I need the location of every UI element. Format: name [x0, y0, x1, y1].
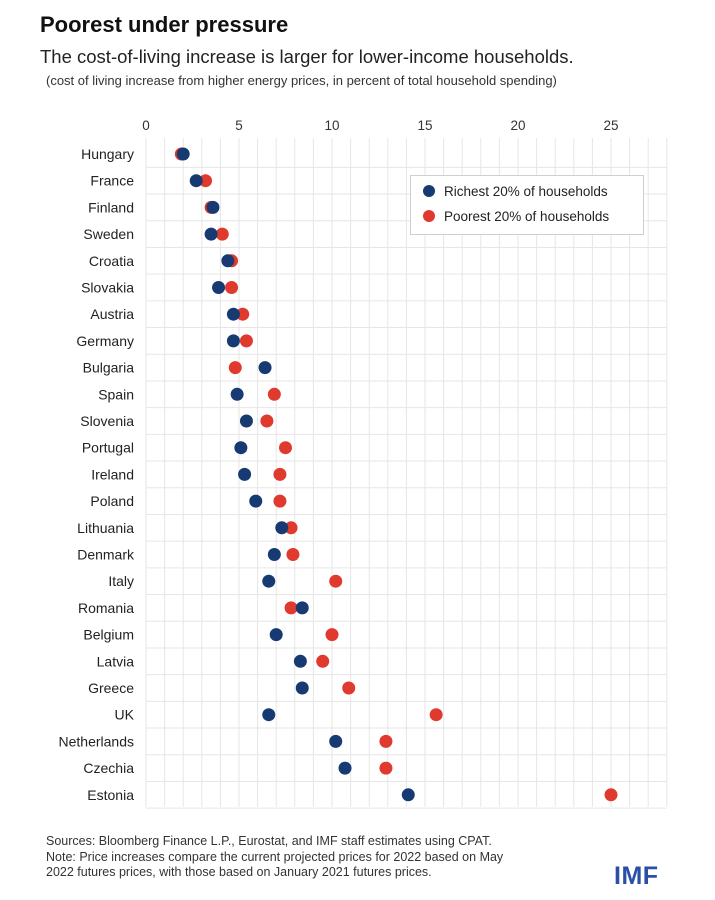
richest-point-sweden — [204, 227, 218, 241]
richest-point-estonia — [401, 788, 415, 802]
category-label-spain: Spain — [98, 386, 134, 402]
legend-rich-label: Richest 20% of households — [444, 184, 608, 199]
imf-logo: IMF — [614, 862, 659, 890]
richest-point-netherlands — [329, 734, 343, 748]
richest-point-uk — [262, 708, 276, 722]
richest-point-bulgaria — [258, 361, 272, 375]
richest-point-greece — [295, 681, 309, 695]
category-label-sweden: Sweden — [83, 226, 134, 242]
richest-point-croatia — [221, 254, 235, 268]
poorest-point-germany — [239, 334, 253, 348]
x-tick-label: 20 — [510, 118, 525, 133]
sources-text: Sources: Bloomberg Finance L.P., Eurosta… — [46, 834, 492, 848]
richest-point-czechia — [338, 761, 352, 775]
legend: Richest 20% of households Poorest 20% of… — [410, 175, 644, 235]
x-tick-label: 15 — [417, 118, 432, 133]
category-label-bulgaria: Bulgaria — [83, 360, 135, 376]
category-label-france: France — [90, 173, 134, 189]
legend-poor-marker — [423, 210, 435, 222]
poorest-point-portugal — [279, 441, 292, 455]
richest-point-denmark — [267, 548, 281, 561]
poorest-point-lithuania — [284, 521, 298, 535]
category-label-latvia: Latvia — [97, 653, 135, 669]
poorest-point-austria — [236, 307, 250, 321]
category-label-portugal: Portugal — [82, 440, 134, 456]
category-label-romania: Romania — [78, 600, 134, 616]
richest-point-portugal — [234, 441, 248, 455]
poorest-point-bulgaria — [228, 361, 242, 375]
footer-notes: Sources: Bloomberg Finance L.P., Eurosta… — [46, 834, 586, 881]
poorest-point-slovenia — [260, 414, 274, 428]
legend-rich-marker — [423, 185, 435, 197]
poorest-point-poland — [273, 494, 287, 508]
x-tick-label: 10 — [324, 118, 339, 133]
richest-point-france — [189, 174, 203, 188]
poorest-point-ireland — [273, 467, 287, 481]
poorest-point-denmark — [286, 548, 300, 561]
poorest-point-romania — [284, 601, 298, 615]
richest-point-finland — [206, 200, 220, 214]
chart-title: Poorest under pressure — [40, 12, 289, 37]
category-label-croatia: Croatia — [89, 253, 134, 269]
legend-poor-label: Poorest 20% of households — [444, 209, 610, 224]
category-label-uk: UK — [115, 707, 135, 723]
category-label-estonia: Estonia — [87, 787, 134, 803]
category-label-poland: Poland — [90, 493, 134, 509]
category-label-slovakia: Slovakia — [81, 280, 134, 296]
richest-point-lithuania — [275, 521, 289, 535]
richest-point-italy — [262, 574, 276, 588]
poorest-point-sweden — [215, 227, 229, 241]
richest-point-ireland — [238, 467, 252, 481]
richest-point-slovenia — [239, 414, 253, 428]
richest-point-hungary — [176, 147, 190, 161]
x-tick-label: 0 — [142, 118, 150, 133]
category-label-lithuania: Lithuania — [77, 520, 134, 536]
poorest-point-uk — [429, 708, 443, 722]
category-label-czechia: Czechia — [83, 760, 134, 776]
chart-subtitle: The cost-of-living increase is larger fo… — [40, 46, 574, 67]
richest-point-austria — [226, 307, 240, 321]
x-tick-label: 25 — [603, 118, 618, 133]
note-line-2: 2022 futures prices, with those based on… — [46, 865, 432, 879]
category-label-austria: Austria — [90, 306, 134, 322]
category-label-denmark: Denmark — [77, 547, 135, 563]
category-label-finland: Finland — [88, 199, 134, 215]
richest-point-spain — [230, 387, 244, 401]
x-tick-label: 5 — [235, 118, 243, 133]
note-line-1: Note: Price increases compare the curren… — [46, 849, 504, 864]
poorest-point-latvia — [316, 654, 330, 668]
poorest-point-spain — [267, 387, 281, 401]
category-label-slovenia: Slovenia — [80, 413, 134, 429]
poorest-point-greece — [342, 681, 356, 695]
poorest-point-france — [199, 174, 213, 188]
poorest-point-netherlands — [379, 734, 393, 748]
legend-item-rich: Richest 20% of households — [423, 184, 608, 199]
category-label-belgium: Belgium — [83, 627, 134, 643]
richest-point-latvia — [293, 654, 307, 668]
richest-point-romania — [295, 601, 309, 615]
category-label-hungary: Hungary — [81, 146, 134, 162]
richest-point-poland — [249, 494, 263, 508]
chart-unit-note: (cost of living increase from higher ene… — [46, 73, 557, 88]
category-label-netherlands: Netherlands — [59, 733, 135, 749]
category-label-germany: Germany — [76, 333, 134, 349]
poorest-point-estonia — [604, 788, 618, 802]
poorest-point-belgium — [325, 628, 339, 642]
poorest-point-slovakia — [225, 281, 239, 294]
poorest-point-czechia — [379, 761, 393, 775]
legend-item-poor: Poorest 20% of households — [423, 209, 609, 224]
richest-point-belgium — [269, 628, 283, 642]
richest-point-germany — [226, 334, 240, 348]
richest-point-slovakia — [212, 281, 226, 294]
category-label-italy: Italy — [108, 573, 134, 589]
dot-plot-chart: 0 5 10 15 20 25 Hungary France Finland Sweden Croa… — [59, 118, 668, 809]
category-label-greece: Greece — [88, 680, 134, 696]
poorest-point-italy — [329, 574, 343, 588]
category-label-ireland: Ireland — [91, 466, 134, 482]
